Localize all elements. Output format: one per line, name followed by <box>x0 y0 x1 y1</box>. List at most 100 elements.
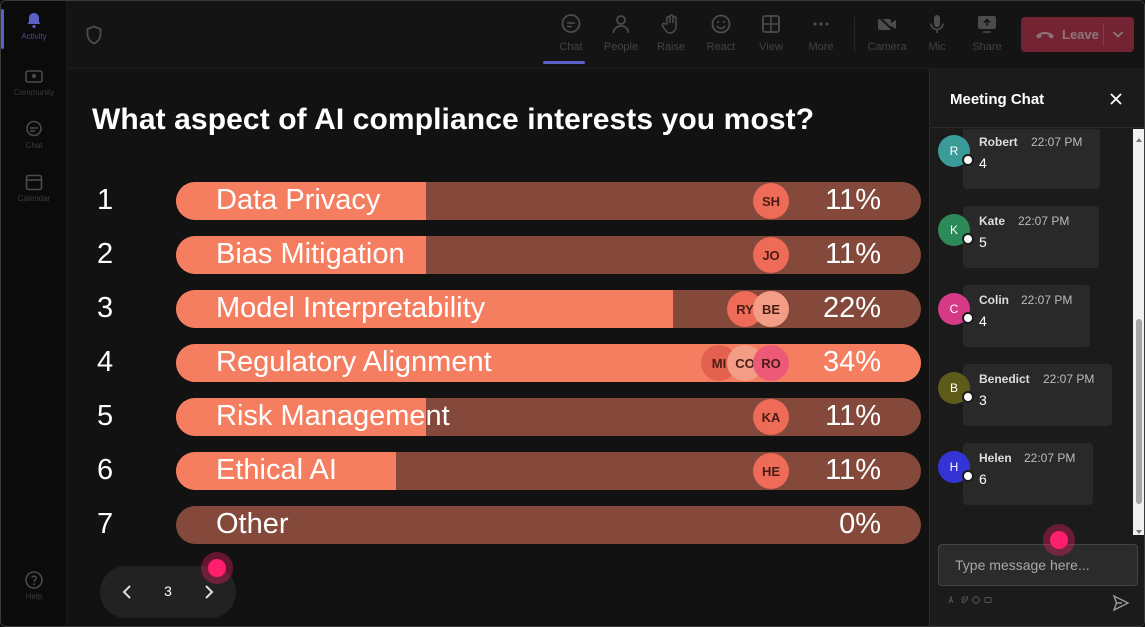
tab-chat[interactable]: Chat <box>543 13 593 64</box>
option-percentage: 11% <box>825 400 881 432</box>
option-percentage: 11% <box>825 454 881 486</box>
chevron-right-icon[interactable] <box>200 582 218 602</box>
react-button[interactable]: React <box>699 13 743 63</box>
poll-option[interactable]: 2 Bias Mitigation JO 11% <box>97 236 927 274</box>
scroll-up-icon[interactable] <box>1135 131 1143 142</box>
rail-item-calendar[interactable]: Calendar <box>5 173 63 217</box>
option-label: Other <box>216 508 289 540</box>
tab-label: React <box>706 41 736 53</box>
message-timestamp: 22:07 PM <box>1024 451 1076 465</box>
camera-off-icon <box>876 13 898 35</box>
toolbar-divider <box>854 17 855 53</box>
option-result-fill <box>176 452 396 490</box>
tab-label: People <box>603 41 639 53</box>
tab-label: Mic <box>928 41 946 53</box>
message-text: 6 <box>979 471 987 487</box>
option-result-bar: Regulatory Alignment MI CO RO 34% <box>176 344 921 382</box>
chat-message: Robert 22:07 PM 4 R <box>938 129 1128 191</box>
message-timestamp: 22:07 PM <box>1018 214 1070 228</box>
option-result-fill <box>176 398 426 436</box>
poll-option[interactable]: 7 Other 0% <box>97 506 927 544</box>
poll-option[interactable]: 3 Model Interpretability RY BE 22% <box>97 290 927 328</box>
app-rail: Activity Community Chat Calendar Help <box>1 1 67 626</box>
bell-icon <box>24 11 44 29</box>
poll-option[interactable]: 4 Regulatory Alignment MI CO RO 34% <box>97 344 927 382</box>
page-number: 3 <box>164 583 172 599</box>
tab-label: Raise <box>656 41 686 53</box>
leave-button[interactable]: Leave <box>1021 17 1134 52</box>
chat-scrollbar[interactable] <box>1133 129 1144 535</box>
tab-label: More <box>808 41 834 53</box>
presence-status-icon <box>962 470 974 482</box>
close-icon[interactable] <box>1108 91 1124 107</box>
option-result-fill <box>176 236 426 274</box>
option-number: 7 <box>97 508 114 540</box>
poll-option[interactable]: 6 Ethical AI HE 11% <box>97 452 927 490</box>
attach-icon[interactable] <box>960 596 968 604</box>
chat-title: Meeting Chat <box>950 91 1045 108</box>
chat-message-input[interactable] <box>938 544 1138 586</box>
more-icon <box>810 13 832 35</box>
option-percentage: 0% <box>839 508 881 540</box>
mic-button[interactable]: Mic <box>915 13 959 63</box>
option-number: 1 <box>97 184 114 216</box>
chat-message: Colin 22:07 PM 4 C <box>938 285 1128 349</box>
presence-status-icon <box>962 312 974 324</box>
option-number: 6 <box>97 454 114 486</box>
more-button[interactable]: More <box>799 13 843 63</box>
option-number: 2 <box>97 238 114 270</box>
format-toolbar <box>948 596 992 604</box>
view-button[interactable]: View <box>749 13 793 63</box>
option-label: Ethical AI <box>216 454 337 486</box>
help-icon <box>24 571 44 589</box>
rail-item-label: Help <box>25 592 43 601</box>
sender-name: Colin <box>979 293 1009 307</box>
meeting-toolbar: Chat People Raise React View <box>67 1 1144 69</box>
rail-item-activity[interactable]: Activity <box>5 11 63 55</box>
share-screen-icon <box>976 13 998 35</box>
emoji-icon[interactable] <box>972 596 980 604</box>
calendar-icon <box>24 173 44 191</box>
leave-divider <box>1103 23 1104 46</box>
share-button[interactable]: Share <box>965 13 1009 63</box>
chat-message: Benedict 22:07 PM 3 B <box>938 364 1128 428</box>
camera-button[interactable]: Camera <box>865 13 909 63</box>
voter-avatar: SH <box>753 183 789 219</box>
rail-item-label: Activity <box>21 32 47 41</box>
send-icon[interactable] <box>1112 594 1130 612</box>
tab-label: Camera <box>867 41 907 53</box>
scrollbar-thumb[interactable] <box>1136 319 1142 504</box>
format-icon[interactable] <box>948 596 956 604</box>
rail-item-community[interactable]: Community <box>5 67 63 111</box>
poll-option[interactable]: 1 Data Privacy SH 11% <box>97 182 927 220</box>
option-number: 5 <box>97 400 114 432</box>
chevron-down-icon[interactable] <box>1111 27 1125 41</box>
option-result-fill <box>176 182 426 220</box>
rail-item-help[interactable]: Help <box>5 571 63 615</box>
chat-message: Helen 22:07 PM 6 H <box>938 443 1128 507</box>
option-result-bar: Ethical AI HE 11% <box>176 452 921 490</box>
message-bubble: Colin 22:07 PM 4 <box>963 285 1090 347</box>
chat-icon <box>24 120 44 138</box>
meeting-chat-panel: Meeting Chat Robert 22:07 PM 4 R Kate 22:07 P… <box>929 69 1144 626</box>
poll-option[interactable]: 5 Risk Management KA 11% <box>97 398 927 436</box>
scroll-down-icon[interactable] <box>1135 523 1143 534</box>
tab-people[interactable]: People <box>599 13 643 63</box>
chat-message: Kate 22:07 PM 5 K <box>938 206 1128 270</box>
chevron-left-icon[interactable] <box>118 582 136 602</box>
option-percentage: 22% <box>822 292 881 324</box>
mic-icon <box>926 13 948 35</box>
voter-avatar: BE <box>753 291 789 327</box>
message-bubble: Helen 22:07 PM 6 <box>963 443 1093 505</box>
rail-item-chat[interactable]: Chat <box>5 120 63 164</box>
pointer-indicator <box>201 552 233 584</box>
option-label: Risk Management <box>216 400 450 432</box>
tab-label: View <box>759 41 783 53</box>
voter-avatar: HE <box>753 453 789 489</box>
gif-icon[interactable] <box>984 596 992 604</box>
raise-hand-button[interactable]: Raise <box>649 13 693 63</box>
option-label: Bias Mitigation <box>216 238 405 270</box>
tab-label: Chat <box>559 41 583 53</box>
message-text: 3 <box>979 392 987 408</box>
voter-avatar: JO <box>753 237 789 273</box>
